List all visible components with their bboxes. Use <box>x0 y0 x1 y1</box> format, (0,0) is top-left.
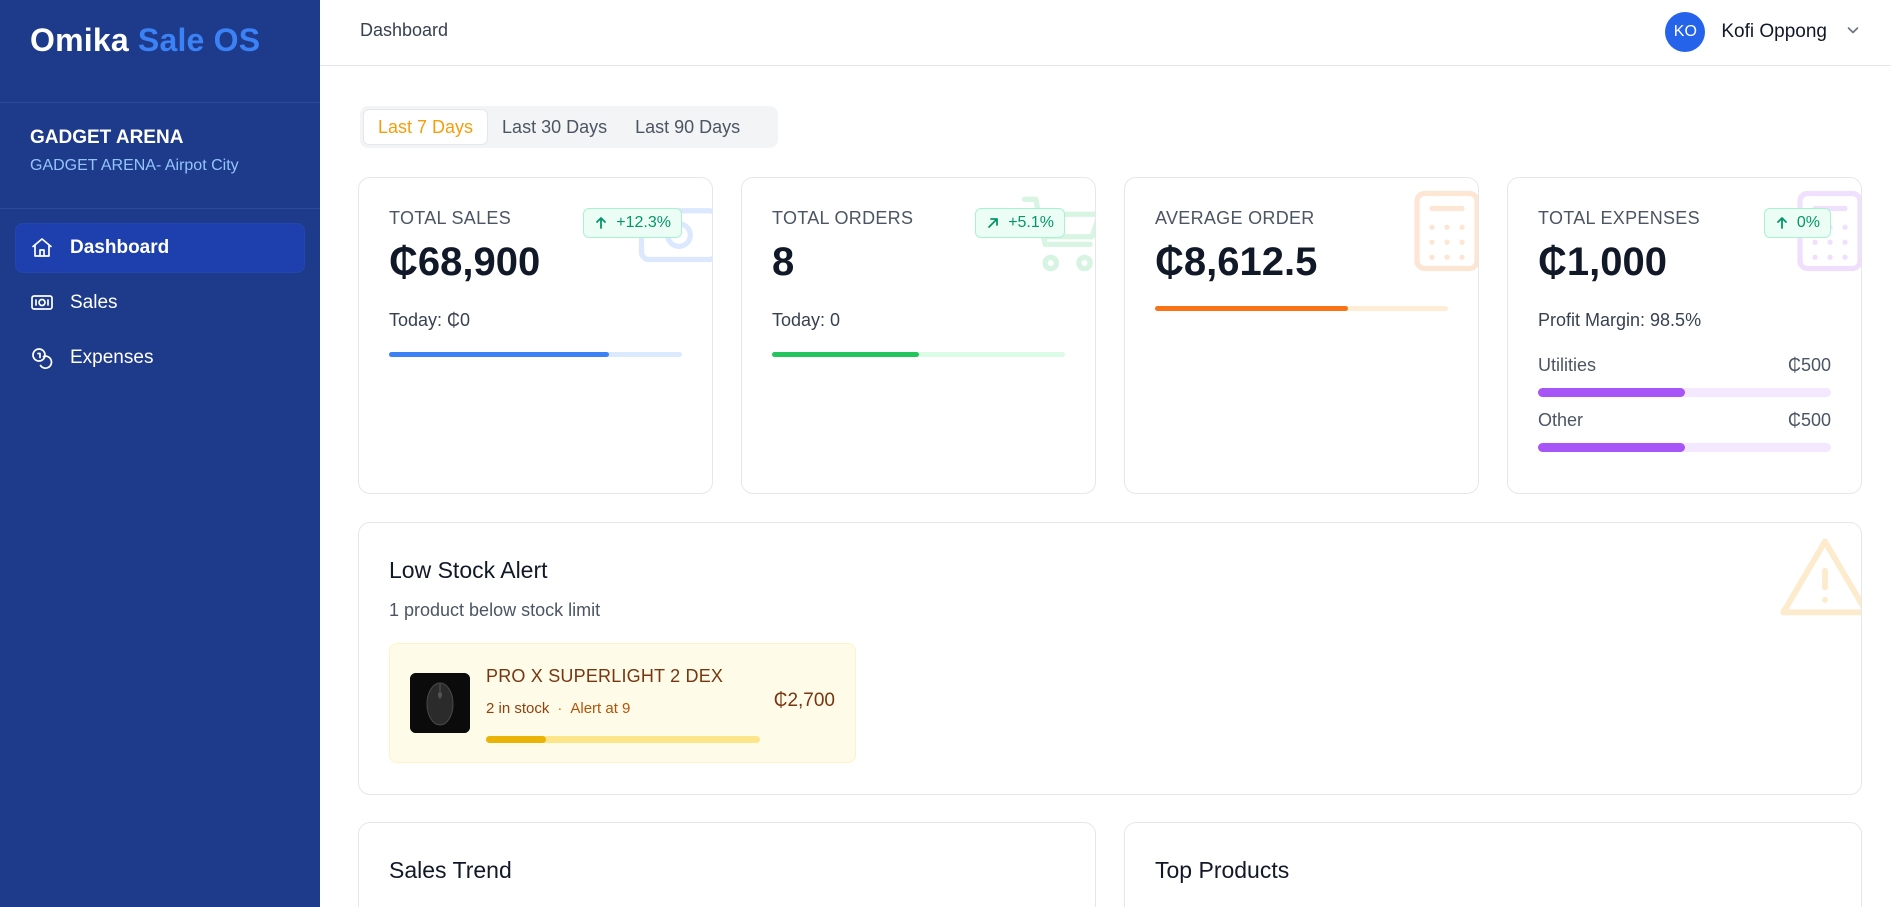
expense-amount: ₵500 <box>1787 410 1831 430</box>
total-sales-label: TOTAL SALES <box>389 208 512 228</box>
top-products-title: Top Products <box>1155 857 1290 883</box>
wallet-icon <box>634 192 712 287</box>
total-expenses-card: TOTAL EXPENSES 0% ₵1,000 Profit Margin: … <box>1507 177 1862 494</box>
total-sales-value: ₵68,900 <box>389 240 541 284</box>
total-sales-today: Today: ₵0 <box>389 310 471 330</box>
low-stock-title: Low Stock Alert <box>389 557 548 583</box>
total-orders-progress <box>772 352 1065 357</box>
warning-icon <box>1775 529 1861 634</box>
tab-last-7-days[interactable]: Last 7 Days <box>363 109 489 145</box>
home-icon <box>30 236 54 260</box>
alert-threshold: Alert at 9 <box>570 700 631 717</box>
expense-row-utilities: Utilities ₵500 <box>1538 355 1831 376</box>
stock-count: 2 in stock <box>486 700 550 717</box>
arrow-up-right-icon <box>988 218 999 228</box>
tab-last-90-days[interactable]: Last 90 Days <box>635 116 741 137</box>
other-progress <box>1538 443 1831 452</box>
low-stock-item[interactable]: PRO X SUPERLIGHT 2 DEX 2 in stock · Alert … <box>389 643 856 763</box>
brand-accent: Sale OS <box>137 22 261 58</box>
brand-logo[interactable]: Omika Sale OS <box>0 0 320 103</box>
total-sales-card: TOTAL SALES +12.3% ₵68,900 Today: ₵0 <box>358 177 713 494</box>
total-expenses-change: 0% <box>1796 214 1820 231</box>
sidebar: Omika Sale OS GADGET ARENA GADGET ARENA-… <box>0 0 320 907</box>
average-order-card: AVERAGE ORDER ₵8,612.5 <box>1124 177 1479 494</box>
avatar: KO <box>1665 12 1706 52</box>
total-orders-card: TOTAL ORDERS +5.1% 8 Today: 0 <box>741 177 1096 494</box>
low-stock-subtitle: 1 product below stock limit <box>389 600 601 620</box>
store-info: GADGET ARENA GADGET ARENA- Airpot City <box>0 103 320 209</box>
topbar: Dashboard KO Kofi Oppong <box>320 0 1891 66</box>
total-orders-change: +5.1% <box>1008 214 1054 231</box>
tab-last-30-days[interactable]: Last 30 Days <box>502 116 608 137</box>
total-orders-value: 8 <box>772 240 795 284</box>
sidebar-item-label: Dashboard <box>70 237 170 258</box>
expense-amount: ₵500 <box>1787 355 1831 375</box>
profit-margin: Profit Margin: 98.5% <box>1538 310 1702 330</box>
top-products-card: Top Products <box>1124 822 1862 907</box>
store-name: GADGET ARENA <box>30 127 184 148</box>
total-sales-progress <box>389 352 682 357</box>
product-name: PRO X SUPERLIGHT 2 DEX <box>486 666 724 686</box>
sales-trend-card: Sales Trend <box>358 822 1096 907</box>
date-range-tabs: Last 7 Days Last 30 Days Last 90 Days <box>360 106 778 148</box>
store-branch: GADGET ARENA- Airpot City <box>30 157 239 174</box>
sidebar-item-dashboard[interactable]: Dashboard <box>15 223 305 273</box>
utilities-progress <box>1538 388 1831 397</box>
user-menu[interactable]: KO Kofi Oppong <box>1665 12 1861 52</box>
sidebar-item-sales[interactable]: Sales <box>15 278 305 328</box>
total-orders-badge: +5.1% <box>975 208 1065 238</box>
chevron-down-icon <box>1845 22 1861 43</box>
expense-label: Utilities <box>1538 355 1597 375</box>
calculator-icon <box>1402 186 1478 281</box>
total-expenses-label: TOTAL EXPENSES <box>1538 208 1700 228</box>
brand-name: Omika <box>30 22 129 58</box>
cart-icon <box>1017 188 1095 283</box>
arrow-up-icon <box>1776 217 1787 229</box>
expense-row-other: Other ₵500 <box>1538 410 1831 431</box>
total-orders-today: Today: 0 <box>772 310 841 330</box>
average-order-label: AVERAGE ORDER <box>1155 208 1315 228</box>
total-sales-change: +12.3% <box>616 214 671 231</box>
user-name: Kofi Oppong <box>1721 21 1827 42</box>
average-order-value: ₵8,612.5 <box>1155 240 1318 284</box>
sidebar-item-label: Sales <box>70 292 118 313</box>
stock-level-progress <box>486 736 760 743</box>
total-sales-badge: +12.3% <box>583 208 682 238</box>
low-stock-alert-card: Low Stock Alert 1 product below stock li… <box>358 522 1862 795</box>
total-expenses-value: ₵1,000 <box>1538 240 1667 284</box>
coins-icon <box>30 346 54 370</box>
total-expenses-badge: 0% <box>1763 208 1831 238</box>
calculator-icon <box>1785 186 1861 281</box>
expense-label: Other <box>1538 410 1584 430</box>
sidebar-item-expenses[interactable]: Expenses <box>15 333 305 383</box>
product-thumbnail <box>410 673 470 733</box>
product-price: ₵2,700 <box>773 690 835 711</box>
stock-meta: 2 in stock · Alert at 9 <box>486 700 630 717</box>
separator-dot: · <box>557 700 563 717</box>
total-orders-label: TOTAL ORDERS <box>772 208 914 228</box>
main-content: Last 7 Days Last 30 Days Last 90 Days TO… <box>320 66 1891 907</box>
breadcrumb: Dashboard <box>360 20 449 40</box>
sidebar-item-label: Expenses <box>70 347 154 368</box>
sidebar-nav: Dashboard Sales Expenses <box>0 209 320 402</box>
banknote-icon <box>30 291 54 315</box>
arrow-up-icon <box>596 217 607 229</box>
average-order-progress <box>1155 306 1448 311</box>
sales-trend-title: Sales Trend <box>389 857 512 883</box>
